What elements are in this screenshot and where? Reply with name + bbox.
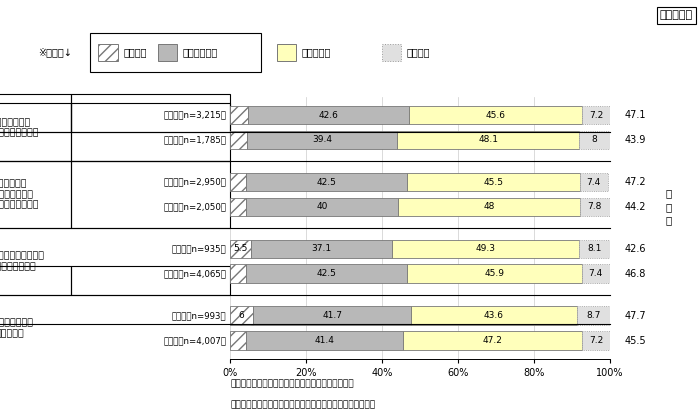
Text: 42.6: 42.6 xyxy=(318,111,339,120)
Text: 全くない: 全くない xyxy=(407,47,430,58)
Bar xyxy=(580,173,608,192)
Text: 44.2: 44.2 xyxy=(625,202,646,212)
Text: 7.4: 7.4 xyxy=(589,269,603,278)
Bar xyxy=(407,264,582,283)
Bar xyxy=(251,240,392,258)
Bar xyxy=(248,106,410,124)
Text: 8: 8 xyxy=(592,135,597,144)
Bar xyxy=(392,240,579,258)
Bar xyxy=(580,197,610,216)
Bar xyxy=(410,106,582,124)
Text: 39.4: 39.4 xyxy=(312,135,332,144)
Text: 47.2: 47.2 xyxy=(483,336,503,345)
Text: 地域の人々との付き合いが
大切だと考えている: 地域の人々との付き合いが 大切だと考えている xyxy=(0,252,45,271)
Bar xyxy=(230,307,253,325)
Bar xyxy=(397,131,580,149)
Text: 47.2: 47.2 xyxy=(625,177,647,187)
Text: 地域の行事には
積極的に参加している: 地域の行事には 積極的に参加している xyxy=(0,118,39,137)
Bar xyxy=(230,131,247,149)
Bar xyxy=(580,131,610,149)
Bar xyxy=(247,131,397,149)
Text: 肯定計（n=1,785）: 肯定計（n=1,785） xyxy=(164,135,227,144)
Bar xyxy=(412,307,577,325)
Text: 7.4: 7.4 xyxy=(587,178,601,186)
Text: 住んでいる地域に
愛着がある: 住んでいる地域に 愛着がある xyxy=(0,318,33,338)
Text: 肯定計（n=4,065）: 肯定計（n=4,065） xyxy=(164,269,227,278)
Text: 否定計（n=3,215）: 否定計（n=3,215） xyxy=(164,111,227,120)
Bar xyxy=(246,173,407,192)
Text: 48.1: 48.1 xyxy=(478,135,498,144)
Text: 図２－１７: 図２－１７ xyxy=(660,10,693,21)
Bar xyxy=(582,264,610,283)
Text: 47.7: 47.7 xyxy=(625,311,647,321)
Bar xyxy=(577,307,610,325)
Text: 37.1: 37.1 xyxy=(312,244,332,253)
Text: 48: 48 xyxy=(484,202,495,211)
Text: 7.8: 7.8 xyxy=(588,202,602,211)
Bar xyxy=(246,331,403,350)
Bar xyxy=(230,240,251,258)
Bar xyxy=(253,307,412,325)
Text: 否定計（n=993）: 否定計（n=993） xyxy=(172,311,227,320)
Text: 43.6: 43.6 xyxy=(484,311,504,320)
Text: 7.2: 7.2 xyxy=(589,336,603,345)
Text: 45.5: 45.5 xyxy=(484,178,503,186)
Text: 42.5: 42.5 xyxy=(316,178,337,186)
Text: 否定計（n=2,950）: 否定計（n=2,950） xyxy=(164,178,227,186)
Bar xyxy=(230,264,246,283)
Text: 5.5: 5.5 xyxy=(234,244,248,253)
Text: 45.5: 45.5 xyxy=(625,336,647,346)
Bar xyxy=(398,197,580,216)
Bar xyxy=(230,197,246,216)
Text: 肯定計（n=2,050）: 肯定計（n=2,050） xyxy=(164,202,227,211)
Text: 41.4: 41.4 xyxy=(315,336,335,345)
Bar xyxy=(582,106,610,124)
Text: （否定計：「あまりあてはまらない」＋「あてまらない」）: （否定計：「あまりあてはまらない」＋「あてまらない」） xyxy=(230,401,375,410)
Text: 49.3: 49.3 xyxy=(475,244,496,253)
Bar xyxy=(230,173,246,192)
Text: 6: 6 xyxy=(239,311,244,320)
Text: 45.6: 45.6 xyxy=(486,111,506,120)
Text: よくある: よくある xyxy=(123,47,147,58)
Bar xyxy=(403,331,582,350)
Text: 41.7: 41.7 xyxy=(322,311,342,320)
Text: 43.9: 43.9 xyxy=(625,135,646,145)
Bar xyxy=(246,197,398,216)
Text: 46.8: 46.8 xyxy=(625,269,646,278)
Text: 8.1: 8.1 xyxy=(587,244,601,253)
Bar xyxy=(407,173,580,192)
Bar xyxy=(579,240,610,258)
Text: ときどきある: ときどきある xyxy=(183,47,218,58)
Bar xyxy=(246,264,407,283)
Text: 否定計（n=935）: 否定計（n=935） xyxy=(172,244,227,253)
Text: ※ある計↓: ※ある計↓ xyxy=(38,47,72,58)
Text: あまりない: あまりない xyxy=(302,47,331,58)
Bar xyxy=(230,331,246,350)
Text: （肯定計：「あてはまる」＋「まああてはまる」）: （肯定計：「あてはまる」＋「まああてはまる」） xyxy=(230,380,354,389)
Bar xyxy=(230,106,248,124)
Text: 地域の人々と
親しく相談したり
助け合ったりしている: 地域の人々と 親しく相談したり 助け合ったりしている xyxy=(0,179,39,209)
Text: あ
る
計: あ る 計 xyxy=(666,189,671,225)
Text: 7.2: 7.2 xyxy=(589,111,603,120)
Text: 40: 40 xyxy=(316,202,328,211)
Text: 47.1: 47.1 xyxy=(625,110,646,120)
Text: 肯定計（n=4,007）: 肯定計（n=4,007） xyxy=(164,336,227,345)
Text: 8.7: 8.7 xyxy=(586,311,601,320)
Text: 45.9: 45.9 xyxy=(484,269,505,278)
Bar xyxy=(582,331,610,350)
Text: 42.5: 42.5 xyxy=(317,269,337,278)
Text: 42.6: 42.6 xyxy=(625,244,646,254)
